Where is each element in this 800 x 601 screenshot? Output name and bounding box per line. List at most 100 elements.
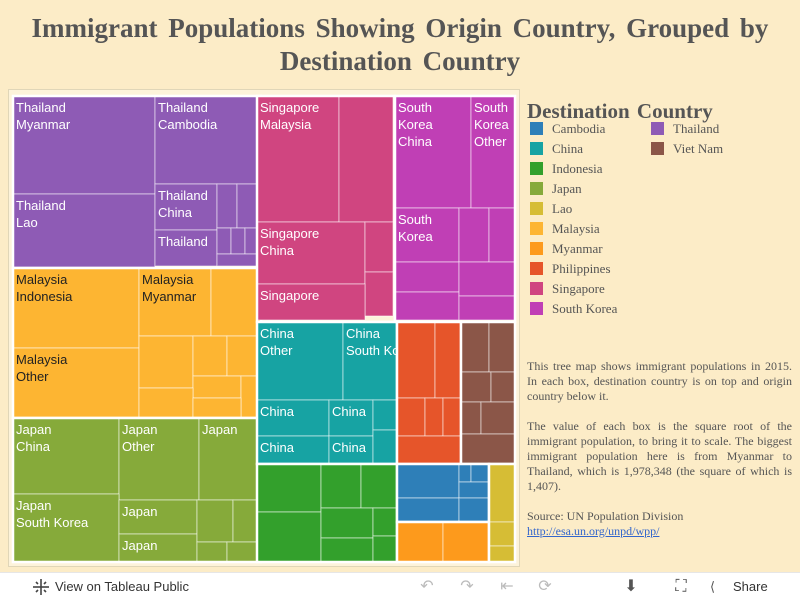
treemap-cell[interactable] [442, 521, 490, 563]
redo-icon[interactable]: ↷ [460, 578, 474, 595]
treemap-cell[interactable] [196, 499, 234, 543]
fullscreen-icon[interactable]: ⛶ [675, 578, 687, 595]
treemap-cell[interactable] [394, 291, 460, 321]
treemap-cell[interactable] [480, 401, 516, 435]
treemap-cell[interactable] [360, 463, 398, 509]
treemap-cell[interactable] [338, 95, 394, 223]
treemap-cell[interactable] [210, 267, 262, 337]
treemap-cell-destination-label: Malaysia [142, 272, 194, 287]
treemap-cell[interactable] [470, 95, 516, 209]
treemap-cell[interactable] [320, 507, 374, 539]
download-icon[interactable]: ⬇ [624, 578, 638, 595]
treemap-cell[interactable] [216, 183, 238, 229]
treemap-cell[interactable] [396, 321, 436, 399]
treemap-group-border [487, 462, 517, 564]
legend-label: Japan [552, 181, 582, 196]
treemap-cell[interactable] [488, 463, 516, 523]
treemap-cell[interactable] [460, 401, 482, 435]
treemap-cell[interactable] [394, 95, 472, 209]
treemap-cell[interactable] [488, 207, 516, 263]
treemap-cell[interactable] [138, 267, 212, 337]
treemap-cell-destination-label: Malaysia [16, 352, 68, 367]
undo-icon[interactable]: ↶ [420, 578, 434, 595]
treemap-cell[interactable] [256, 95, 340, 223]
treemap-cell[interactable] [192, 397, 242, 419]
treemap-cell[interactable] [364, 271, 394, 317]
treemap-cell[interactable] [470, 463, 490, 483]
treemap-cell[interactable] [434, 321, 462, 399]
treemap-cell[interactable] [488, 521, 516, 547]
treemap-cell[interactable] [118, 417, 200, 501]
treemap-cell[interactable] [396, 463, 460, 499]
treemap-cell-destination-label: Thailand [158, 188, 208, 203]
treemap-cell[interactable] [364, 221, 394, 273]
treemap-cell[interactable] [320, 463, 362, 509]
treemap-cell[interactable] [396, 397, 426, 437]
treemap-cell[interactable] [154, 229, 218, 267]
source-link[interactable]: http://esa.un.org/unpd/wpp/ [527, 524, 660, 538]
treemap[interactable]: Thailand Myanmar Thailand Cambodia Thailand L… [9, 90, 519, 566]
treemap-cell[interactable] [256, 511, 322, 563]
treemap-cell[interactable] [118, 533, 198, 563]
treemap-cell[interactable] [192, 375, 242, 399]
treemap-cell[interactable] [256, 435, 330, 465]
treemap-cell[interactable] [488, 321, 516, 373]
treemap-cell[interactable] [458, 207, 490, 263]
treemap-cell[interactable] [394, 261, 460, 293]
treemap-cell[interactable] [12, 95, 156, 195]
treemap-cell[interactable] [256, 399, 330, 437]
source-label: Source: UN Population Division [527, 509, 684, 523]
legend-label: Thailand [673, 121, 720, 136]
treemap-cell[interactable] [442, 397, 462, 437]
treemap-cell[interactable] [12, 417, 120, 495]
treemap-cell[interactable] [460, 371, 492, 403]
treemap-cell[interactable] [396, 497, 460, 523]
treemap-cell[interactable] [230, 227, 246, 255]
treemap-cell[interactable] [226, 541, 260, 563]
description-paragraph-1: This tree map shows immigrant population… [527, 359, 792, 403]
treemap-group-japan: Japan China Japan Other Japan Japan South Kore… [11, 416, 263, 564]
treemap-cell[interactable] [458, 261, 516, 297]
treemap-cell[interactable] [458, 463, 472, 483]
treemap-cell[interactable] [372, 429, 398, 465]
treemap-cell-destination-label: Korea [398, 117, 433, 132]
treemap-cell[interactable] [372, 399, 398, 431]
treemap-cell[interactable] [424, 397, 444, 437]
treemap-cell[interactable] [328, 435, 374, 465]
treemap-cell[interactable] [458, 497, 490, 523]
treemap-cell[interactable] [138, 335, 194, 389]
treemap-cell[interactable] [216, 227, 232, 255]
treemap-cell[interactable] [372, 507, 398, 537]
treemap-cell[interactable] [396, 521, 444, 563]
treemap-cell[interactable] [196, 541, 228, 563]
refresh-icon[interactable]: ⟳ [538, 578, 552, 595]
treemap-cell-destination-label: China [346, 326, 381, 341]
treemap-cell-origin-label: Other [474, 134, 507, 149]
treemap-cell[interactable] [458, 295, 516, 321]
treemap-cell[interactable] [372, 535, 398, 563]
treemap-cell[interactable] [256, 463, 322, 513]
treemap-cell[interactable] [226, 335, 262, 377]
treemap-cell[interactable] [236, 183, 258, 229]
treemap-cell[interactable] [320, 537, 374, 563]
treemap-cell[interactable] [138, 387, 194, 419]
treemap-cell[interactable] [460, 433, 516, 465]
treemap-cell[interactable] [12, 193, 156, 269]
treemap-cell[interactable] [192, 335, 228, 377]
legend-label: Myanmar [552, 241, 603, 256]
treemap-cell[interactable] [216, 253, 260, 267]
treemap-cell[interactable] [488, 545, 516, 563]
treemap-cell[interactable] [118, 499, 198, 535]
treemap-cell[interactable] [232, 499, 260, 543]
treemap-cell[interactable] [490, 371, 516, 403]
treemap-cell[interactable] [396, 435, 462, 465]
treemap-cell[interactable] [458, 481, 490, 499]
treemap-cell[interactable] [154, 95, 260, 185]
treemap-cell[interactable] [256, 321, 344, 401]
revert-icon[interactable]: ⇤ [500, 578, 514, 595]
treemap-cell[interactable] [342, 321, 398, 401]
treemap-cell[interactable] [256, 283, 366, 321]
legend-title: Destination Country [527, 99, 713, 123]
treemap-cell[interactable] [460, 321, 490, 373]
